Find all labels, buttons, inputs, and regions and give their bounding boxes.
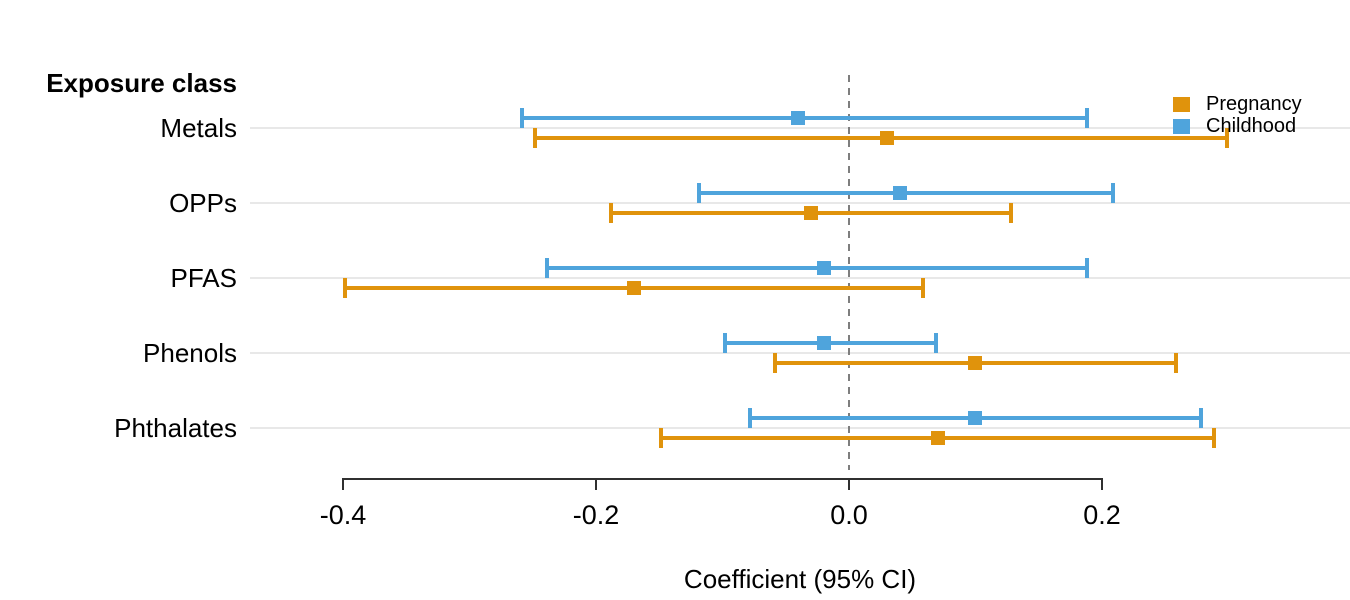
ci-pregnancy-opps bbox=[608, 203, 1014, 223]
x-axis-tick bbox=[342, 478, 344, 490]
x-axis-tick-label: -0.4 bbox=[319, 500, 367, 530]
legend-swatch-childhood bbox=[1173, 118, 1190, 134]
legend-label: Childhood bbox=[1206, 115, 1297, 137]
category-label-pfas: PFAS bbox=[170, 263, 237, 293]
point-estimate-marker bbox=[930, 431, 945, 445]
point-estimate-marker bbox=[879, 131, 894, 145]
y-axis-header: Exposure class bbox=[46, 68, 237, 98]
ci-childhood-pfas bbox=[545, 258, 1090, 278]
legend-swatch-pregnancy bbox=[1173, 96, 1190, 112]
legend-item-pregnancy: Pregnancy bbox=[1173, 93, 1302, 115]
ci-cap-right bbox=[1110, 183, 1115, 203]
ci-childhood-opps bbox=[697, 183, 1115, 203]
gridline bbox=[250, 352, 1350, 354]
ci-cap-left bbox=[532, 128, 537, 148]
ci-cap-right bbox=[1224, 128, 1229, 148]
ci-cap-left bbox=[520, 108, 525, 128]
ci-cap-right bbox=[1211, 428, 1216, 448]
ci-cap-left bbox=[545, 258, 550, 278]
point-estimate-marker bbox=[816, 261, 831, 275]
ci-childhood-phenols bbox=[722, 333, 938, 353]
ci-cap-right bbox=[920, 278, 925, 298]
x-axis-tick bbox=[595, 478, 597, 490]
ci-pregnancy-phthalates bbox=[659, 428, 1216, 448]
point-estimate-marker bbox=[892, 186, 907, 200]
category-label-phenols: Phenols bbox=[143, 338, 237, 368]
ci-cap-left bbox=[343, 278, 347, 298]
ci-childhood-metals bbox=[520, 108, 1090, 128]
ci-cap-left bbox=[659, 428, 664, 448]
ci-pregnancy-pfas bbox=[343, 278, 925, 298]
x-axis-tick bbox=[1101, 478, 1103, 490]
x-axis-tick-label: 0.0 bbox=[830, 500, 868, 530]
x-axis-tick-label: 0.2 bbox=[1083, 500, 1121, 530]
point-estimate-marker bbox=[816, 336, 831, 350]
ci-cap-left bbox=[747, 408, 752, 428]
point-estimate-marker bbox=[968, 356, 983, 370]
ci-cap-right bbox=[1009, 203, 1014, 223]
point-estimate-marker bbox=[968, 411, 983, 425]
legend: Pregnancy Childhood bbox=[1173, 93, 1302, 137]
point-estimate-marker bbox=[791, 111, 806, 125]
ci-cap-right bbox=[1173, 353, 1178, 373]
category-label-phthalates: Phthalates bbox=[114, 413, 237, 443]
x-axis-title: Coefficient (95% CI) bbox=[683, 564, 917, 594]
ci-cap-left bbox=[697, 183, 702, 203]
ci-cap-left bbox=[773, 353, 778, 373]
zero-reference-line bbox=[848, 75, 850, 470]
ci-pregnancy-metals bbox=[532, 128, 1229, 148]
gridline bbox=[250, 127, 1350, 129]
category-label-opps: OPPs bbox=[169, 188, 237, 218]
x-axis-tick bbox=[848, 478, 850, 490]
ci-cap-right bbox=[1085, 108, 1090, 128]
ci-cap-left bbox=[722, 333, 727, 353]
point-estimate-marker bbox=[804, 206, 819, 220]
ci-childhood-phthalates bbox=[747, 408, 1204, 428]
x-axis-line bbox=[343, 478, 1102, 480]
gridline bbox=[250, 277, 1350, 279]
gridline bbox=[250, 427, 1350, 429]
legend-item-childhood: Childhood bbox=[1173, 115, 1302, 137]
point-estimate-marker bbox=[626, 281, 641, 295]
ci-cap-right bbox=[933, 333, 938, 353]
ci-cap-left bbox=[608, 203, 613, 223]
ci-cap-right bbox=[1085, 258, 1090, 278]
gridline bbox=[250, 202, 1350, 204]
category-label-metals: Metals bbox=[160, 113, 237, 143]
legend-label: Pregnancy bbox=[1206, 93, 1302, 115]
x-axis-tick-label: -0.2 bbox=[572, 500, 620, 530]
ci-cap-right bbox=[1199, 408, 1204, 428]
ci-pregnancy-phenols bbox=[773, 353, 1178, 373]
